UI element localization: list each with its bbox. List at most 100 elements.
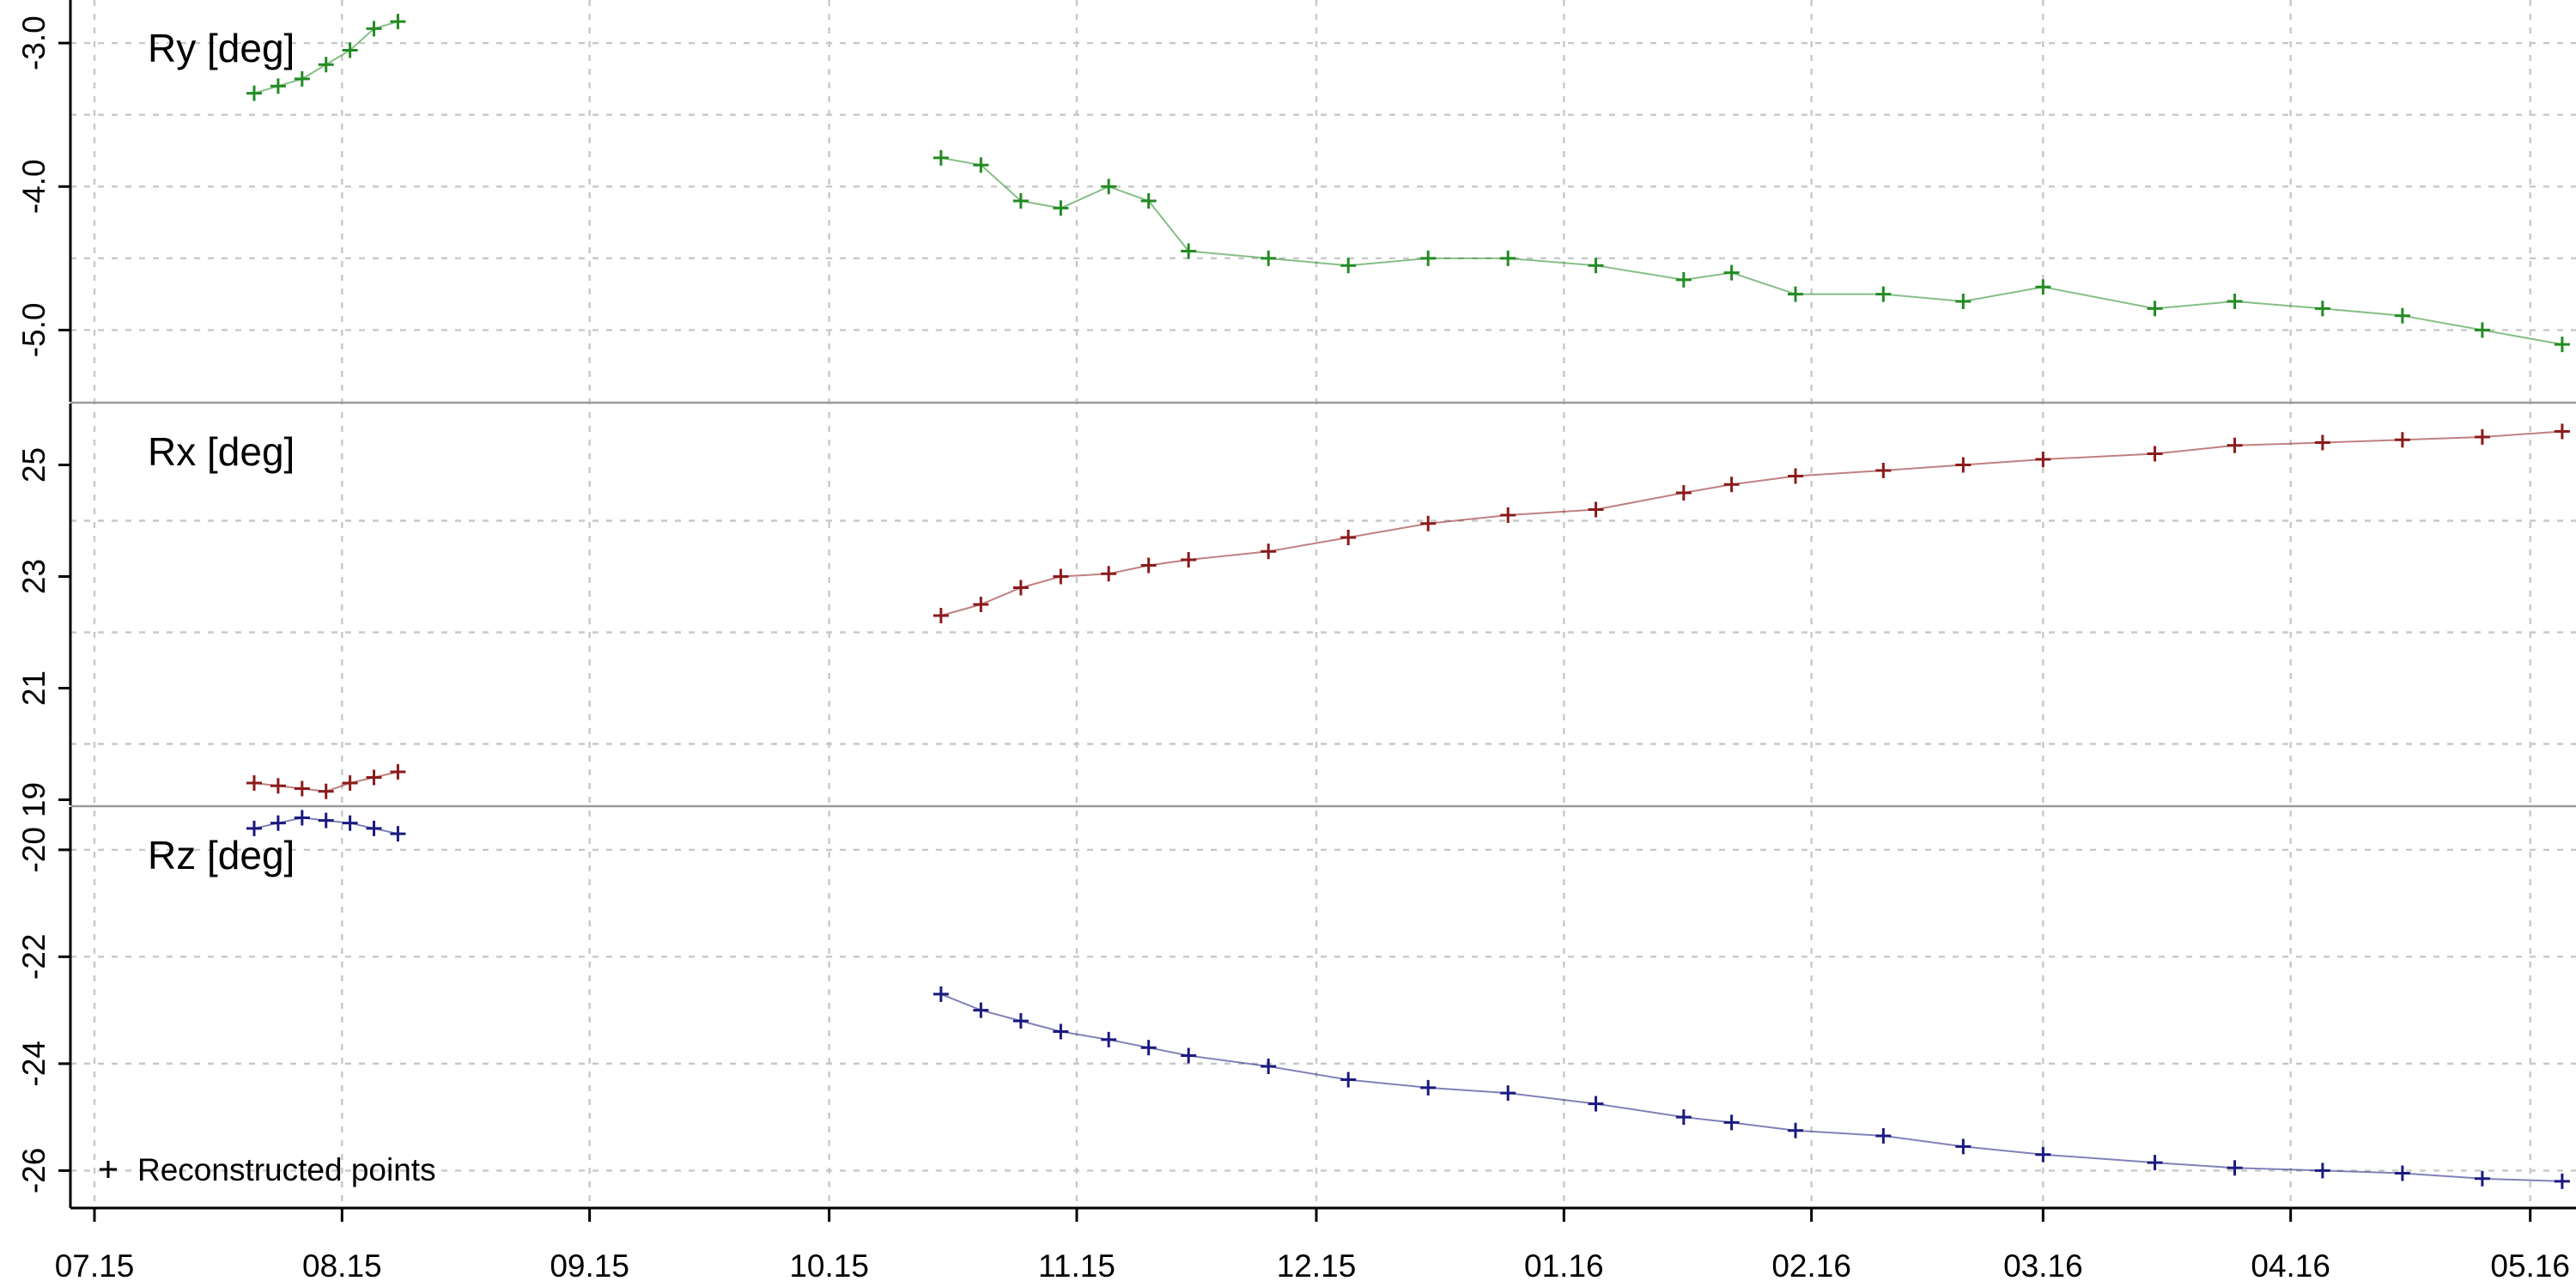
- xtick-label: 11.15: [1038, 1248, 1115, 1284]
- rz-data-point: [1140, 1040, 1157, 1056]
- rx-ytick-label: 23: [16, 559, 52, 594]
- rz-data-point: [2035, 1146, 2051, 1163]
- rx-data-point: [1012, 580, 1029, 596]
- rz-data-point: [2147, 1155, 2163, 1171]
- rz-series-line: [940, 993, 2562, 1182]
- rz-panel-title: Rz [deg]: [148, 833, 295, 877]
- rz-data-point: [2474, 1170, 2490, 1187]
- xtick-label: 12.15: [1277, 1248, 1357, 1284]
- rz-ytick-label: -24: [16, 1041, 52, 1086]
- rz-data-point: [1675, 1109, 1692, 1126]
- rx-data-point: [1340, 530, 1357, 545]
- ry-panel-title: Ry [deg]: [148, 26, 295, 70]
- rx-data-point: [1101, 566, 1117, 582]
- legend-label: Reconstructed points: [137, 1152, 436, 1187]
- rz-data-point: [1500, 1085, 1516, 1102]
- rx-panel-title: Rx [deg]: [148, 429, 295, 474]
- rx-data-point: [390, 764, 406, 780]
- ry-data-point: [2035, 279, 2051, 295]
- ry-data-point: [1500, 250, 1516, 266]
- rx-data-point: [1723, 477, 1740, 493]
- rx-data-point: [1053, 568, 1069, 585]
- xtick-label: 08.15: [302, 1248, 382, 1284]
- rz-data-point: [2227, 1160, 2243, 1176]
- label-layer: -3.0 -4.0 -5.0 Ry [deg] 19 21 23 25 Rx [deg] -20 -…: [16, 15, 2570, 1284]
- rz-data-point: [318, 812, 334, 829]
- grid-layer: [70, 0, 2576, 1208]
- ry-data-point: [2474, 322, 2490, 338]
- rz-data-point: [2554, 1173, 2570, 1189]
- rx-data-point: [2035, 452, 2051, 467]
- rx-series-line: [940, 430, 2562, 616]
- rz-data-point: [1420, 1079, 1437, 1096]
- xtick-label: 09.15: [550, 1248, 629, 1284]
- xtick-label: 04.16: [2251, 1248, 2330, 1284]
- rz-ytick-label: -26: [16, 1148, 52, 1193]
- ry-data-point: [1675, 271, 1692, 288]
- xtick-label: 01.16: [1524, 1248, 1604, 1284]
- rx-ytick-label: 25: [16, 447, 52, 483]
- rx-data-point: [2314, 434, 2330, 451]
- rx-data-point: [294, 780, 310, 797]
- ry-data-point: [2147, 301, 2163, 317]
- rz-data-point: [2314, 1163, 2330, 1179]
- rx-data-point: [1500, 507, 1516, 523]
- ry-data-point: [1340, 258, 1357, 274]
- rz-data-point: [1261, 1058, 1277, 1074]
- rz-data-point: [294, 810, 310, 826]
- rz-ytick-label: -22: [16, 934, 52, 980]
- ry-data-point: [1053, 200, 1069, 216]
- ry-data-point: [2227, 294, 2243, 309]
- xtick-label: 02.16: [1771, 1248, 1851, 1284]
- rz-data-point: [1101, 1031, 1117, 1047]
- ry-data-point: [2314, 301, 2330, 317]
- ry-data-point: [2554, 337, 2570, 353]
- rz-data-point: [1875, 1127, 1892, 1144]
- ry-series-line: [940, 156, 2563, 346]
- rz-data-point: [2394, 1165, 2410, 1181]
- xtick-label: 10.15: [789, 1248, 869, 1284]
- ry-data-point: [342, 42, 358, 58]
- ry-data-point: [1181, 243, 1197, 259]
- rx-data-point: [342, 775, 358, 791]
- rz-data-point: [1955, 1138, 1971, 1155]
- rx-data-point: [1140, 557, 1157, 574]
- ry-data-point: [2394, 307, 2410, 324]
- ry-data-point: [1723, 264, 1740, 281]
- rx-data-point: [1420, 515, 1437, 531]
- ry-data-point: [246, 85, 263, 101]
- rx-data-point: [2474, 429, 2490, 445]
- rx-data-point: [2554, 423, 2570, 440]
- rz-data-point: [1012, 1013, 1029, 1029]
- ry-ytick-label: -4.0: [16, 159, 52, 214]
- ry-data-point: [1788, 286, 1804, 302]
- rx-data-point: [1261, 543, 1277, 560]
- rz-data-point: [1788, 1122, 1804, 1138]
- rx-data-point: [366, 769, 382, 786]
- rx-data-point: [1875, 463, 1892, 478]
- ry-data-point: [1261, 250, 1277, 266]
- ry-data-point: [1955, 294, 1971, 309]
- rx-ytick-label: 21: [16, 671, 52, 706]
- ry-data-point: [1012, 193, 1029, 209]
- ry-data-point: [390, 14, 406, 30]
- series-layer: [246, 14, 2570, 1189]
- ry-data-point: [294, 70, 310, 87]
- rz-data-point: [1053, 1023, 1069, 1040]
- rx-data-point: [1675, 485, 1692, 501]
- rx-data-point: [246, 775, 263, 791]
- rz-data-point: [1723, 1114, 1740, 1131]
- rz-data-point: [390, 826, 406, 842]
- rz-data-point: [342, 815, 358, 831]
- ry-data-point: [1420, 250, 1437, 266]
- rz-data-point: [246, 820, 263, 836]
- ry-ytick-label: -3.0: [16, 15, 52, 70]
- rx-data-point: [1181, 552, 1197, 568]
- rz-data-point: [366, 820, 382, 836]
- rx-data-point: [318, 783, 334, 799]
- xtick-label: 07.15: [55, 1248, 135, 1284]
- rx-ytick-label: 19: [16, 782, 52, 817]
- rz-data-point: [933, 986, 949, 1002]
